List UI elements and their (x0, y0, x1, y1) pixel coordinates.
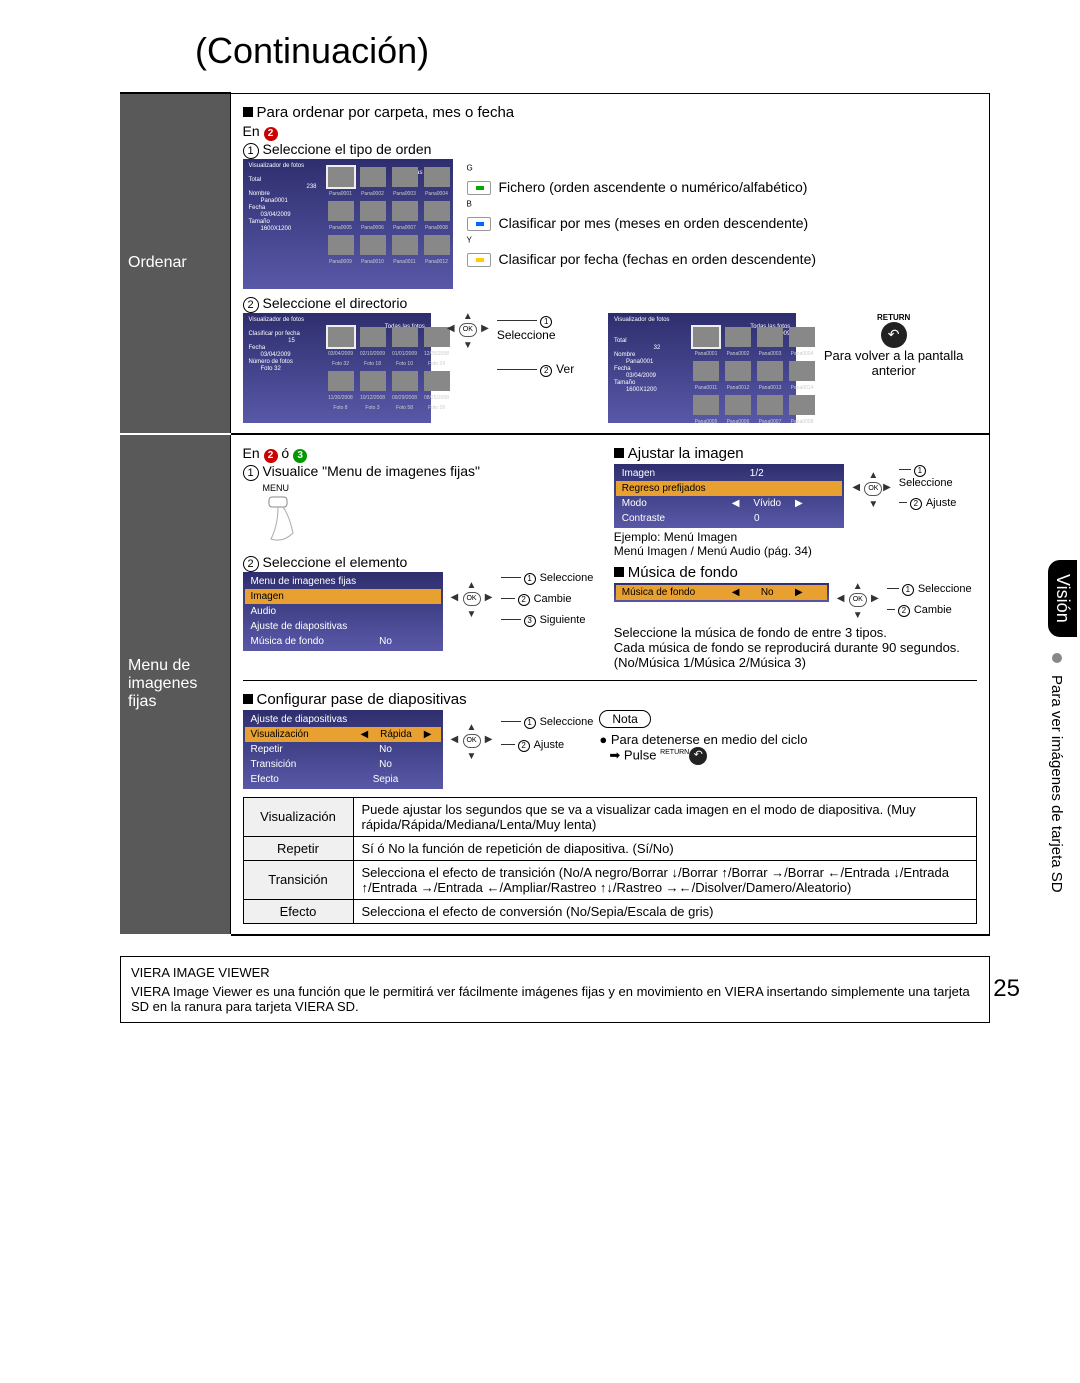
dpad-view-label: Ver (556, 362, 574, 376)
ordenar-heading: Para ordenar por carpeta, mes o fecha (243, 104, 978, 121)
menu-button-label: MENU (263, 483, 606, 493)
menu-label: Menu de imagenes fijas (120, 434, 230, 935)
ajustar-heading: Ajustar la imagen (614, 445, 977, 462)
nota-pill: Nota (599, 710, 650, 728)
sort-option-month: Clasificar por mes (meses en orden desce… (499, 215, 809, 231)
remote-hand-icon (263, 495, 303, 545)
yellow-button-icon[interactable] (467, 253, 491, 267)
imagen-example: Ejemplo: Menú Imagen (614, 530, 977, 544)
fondo-desc1: Seleccione la música de fondo de entre 3… (614, 625, 977, 640)
fondo-menu-box: Música de fondo◀ No ▶ (614, 583, 829, 602)
return-text: Para volver a la pantalla anterior (810, 348, 977, 378)
ordenar-step2: 2Seleccione el directorio (243, 295, 978, 313)
return-label: RETURN (810, 313, 977, 322)
page-number: 25 (993, 975, 1020, 1003)
diap-menu-box: Ajuste de diapositivas Visualización◀ Rá… (243, 710, 443, 789)
sort-option-file: Fichero (orden ascendente o numérico/alf… (499, 179, 808, 195)
blue-button-icon[interactable] (467, 217, 491, 231)
config-heading: Configurar pase de diapositivas (243, 691, 978, 708)
side-subtitle: Para ver imágenes de tarjeta SD (1048, 653, 1065, 893)
fondo-desc2: Cada música de fondo se reproducirá dura… (614, 640, 977, 670)
imagen-menu-box: Imagen1/2 Regreso prefijados Modo◀ Vívid… (614, 464, 845, 528)
musica-heading: Música de fondo (614, 564, 977, 581)
green-button-icon[interactable] (467, 181, 491, 195)
dpad-icon-5[interactable]: ▲▼◀▶ OK (449, 724, 495, 760)
viera-title: VIERA IMAGE VIEWER (131, 965, 979, 980)
imagen-ref: Menú Imagen / Menú Audio (pág. 34) (614, 544, 977, 558)
sort-option-date: Clasificar por fecha (fechas en orden de… (499, 251, 817, 267)
sort-viewer-2: Visualizador de fotos Todas las fotos Cl… (243, 313, 431, 423)
dpad-icon[interactable]: ▲▼◀▶ OK (445, 313, 491, 349)
return-button-icon-small[interactable]: ↶ (689, 747, 707, 765)
ordenar-step1: 1Seleccione el tipo de orden (243, 141, 978, 159)
sort-viewer-3: Visualizador de fotos Todas las fotos 03… (608, 313, 796, 423)
dpad-icon-2[interactable]: ▲▼◀▶ OK (449, 582, 495, 618)
dpad-select-label: Seleccione (497, 328, 556, 342)
slideshow-settings-table: VisualizaciónPuede ajustar los segundos … (243, 797, 978, 924)
ordenar-label: Ordenar (120, 93, 230, 434)
sort-viewer-1: Visualizador de fotos Todas las fotos To… (243, 159, 453, 289)
menu-en: En 2 ó 3 (243, 445, 606, 463)
ordenar-en: En 2 (243, 123, 978, 141)
viera-body: VIERA Image Viewer es una función que le… (131, 984, 979, 1014)
pulse-label: Pulse (624, 747, 657, 762)
side-tab-vision: Visión (1048, 560, 1077, 637)
return-button-icon[interactable]: ↶ (881, 322, 907, 348)
menu-step1: 1Visualice "Menu de imagenes fijas" (243, 463, 606, 481)
page-title: (Continuación) (195, 30, 980, 72)
menu-step2: 2Seleccione el elemento (243, 554, 606, 572)
nota-text: Para detenerse en medio del ciclo (611, 732, 808, 747)
still-image-menu-box: Menu de imagenes fijas Imagen Audio Ajus… (243, 572, 443, 651)
dpad-icon-3[interactable]: ▲▼◀▶ OK (850, 472, 892, 508)
dpad-icon-4[interactable]: ▲▼◀▶ OK (835, 583, 881, 619)
viera-info-box: VIERA IMAGE VIEWER VIERA Image Viewer es… (120, 956, 990, 1023)
